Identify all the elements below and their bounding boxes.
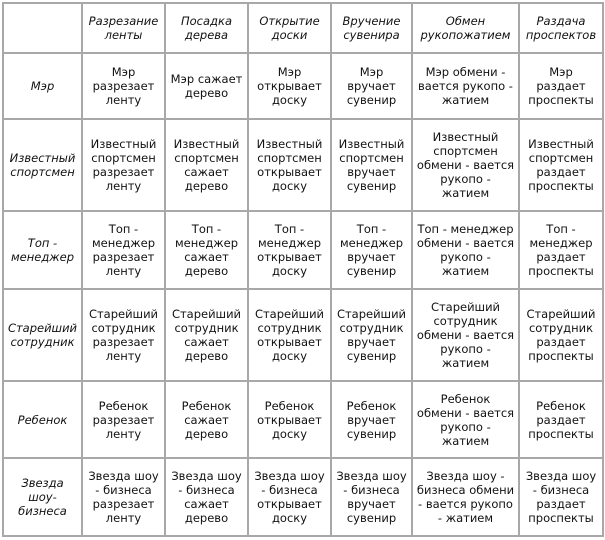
table-cell: Ребенок обмени - вается рукопо - жатием — [411, 380, 520, 459]
column-header: Разрезание ленты — [81, 2, 166, 54]
table-cell: Мэр обмени - вается рукопо - жатием — [411, 52, 520, 120]
row-header: Мэр — [2, 52, 83, 120]
table-cell: Топ - менеджер разрезает ленту — [81, 210, 166, 290]
table-cell: Звезда шоу - бизнеса разрезает ленту — [81, 457, 166, 537]
table-cell: Звезда шоу - бизнеса открывает доску — [247, 457, 332, 537]
column-header: Вручение сувенира — [330, 2, 413, 54]
table-cell: Ребенок сажает дерево — [164, 380, 249, 459]
table-cell: Мэр открывает доску — [247, 52, 332, 120]
table-cell: Известный спортсмен раздает проспекты — [518, 118, 604, 212]
table-cell: Мэр раздает проспекты — [518, 52, 604, 120]
table-cell: Топ - менеджер сажает дерево — [164, 210, 249, 290]
table-cell: Мэр вручает сувенир — [330, 52, 413, 120]
table-row: Старейший сотрудник Старейший сотрудник р… — [2, 288, 604, 382]
table-cell: Ребенок открывает доску — [247, 380, 332, 459]
row-header: Звезда шоу- бизнеса — [2, 457, 83, 537]
table-cell: Старейший сотрудник открывает доску — [247, 288, 332, 382]
table-cell: Старейший сотрудник разрезает ленту — [81, 288, 166, 382]
table-cell: Звезда шоу - бизнеса сажает дерево — [164, 457, 249, 537]
table-row: Известный спортсмен Известный спортсмен р… — [2, 118, 604, 212]
table-row: Топ - менеджер Топ - менеджер разрезает л… — [2, 210, 604, 290]
table-cell: Звезда шоу - бизнеса раздает проспекты — [518, 457, 604, 537]
table-cell: Топ - менеджер обмени - вается рукопо - … — [411, 210, 520, 290]
table-cell: Мэр сажает дерево — [164, 52, 249, 120]
row-header: Известный спортсмен — [2, 118, 83, 212]
column-header: Обмен рукопожатием — [411, 2, 520, 54]
table-cell: Ребенок раздает проспекты — [518, 380, 604, 459]
table-row: Ребенок Ребенок разрезает ленту Ребенок са… — [2, 380, 604, 459]
table-cell: Мэр разрезает ленту — [81, 52, 166, 120]
table-cell: Старейший сотрудник вручает сувенир — [330, 288, 413, 382]
column-header: Раздача проспектов — [518, 2, 604, 54]
table-cell: Известный спортсмен вручает сувенир — [330, 118, 413, 212]
table-cell: Известный спортсмен открывает доску — [247, 118, 332, 212]
table-cell: Топ - менеджер вручает сувенир — [330, 210, 413, 290]
corner-cell — [2, 2, 83, 54]
table-cell: Ребенок вручает сувенир — [330, 380, 413, 459]
row-header: Топ - менеджер — [2, 210, 83, 290]
table-cell: Звезда шоу - бизнеса обмени - вается рук… — [411, 457, 520, 537]
table-cell: Ребенок разрезает ленту — [81, 380, 166, 459]
table-row: Звезда шоу- бизнеса Звезда шоу - бизнеса … — [2, 457, 604, 537]
table-cell: Известный спортсмен обмени - вается руко… — [411, 118, 520, 212]
table-row: Мэр Мэр разрезает ленту Мэр сажает дерево М… — [2, 52, 604, 120]
table-cell: Старейший сотрудник обмени - вается руко… — [411, 288, 520, 382]
table-cell: Старейший сотрудник раздает проспекты — [518, 288, 604, 382]
table-cell: Известный спортсмен сажает дерево — [164, 118, 249, 212]
table-cell: Топ - менеджер открывает доску — [247, 210, 332, 290]
column-header: Посадка дерева — [164, 2, 249, 54]
table-cell: Топ - менеджер раздает проспекты — [518, 210, 604, 290]
table-cell: Звезда шоу - бизнеса вручает сувенир — [330, 457, 413, 537]
row-header: Ребенок — [2, 380, 83, 459]
column-header: Открытие доски — [247, 2, 332, 54]
row-header: Старейший сотрудник — [2, 288, 83, 382]
table-cell: Старейший сотрудник сажает дерево — [164, 288, 249, 382]
header-row: Разрезание ленты Посадка дерева Открытие… — [2, 2, 604, 54]
table-cell: Известный спортсмен разрезает ленту — [81, 118, 166, 212]
